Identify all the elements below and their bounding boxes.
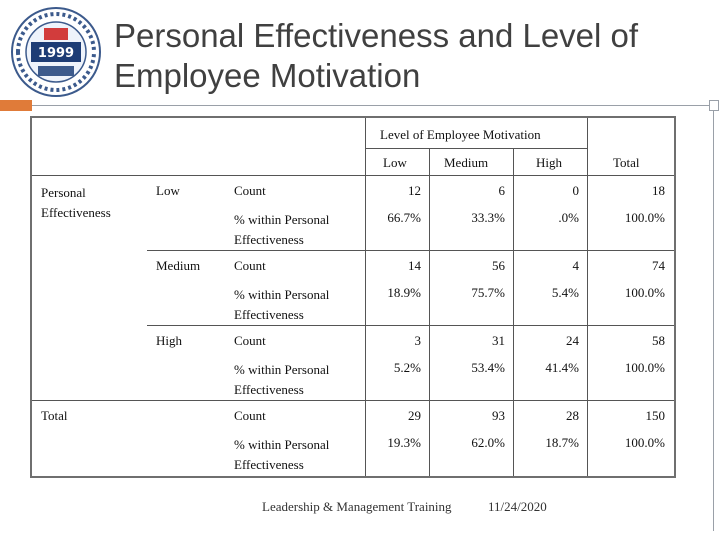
table-vline [587,118,588,476]
side-divider [713,111,714,531]
footer-training: Leadership & Management Training [262,499,452,514]
emblem-icon: 1999 [11,7,101,97]
cell-value: 150 [645,408,666,423]
cell-value: 4 [572,258,580,273]
slide-title: Personal Effectiveness and Level of Empl… [114,17,639,94]
table-hline [147,250,674,251]
table-hline [32,175,674,176]
header-divider [32,105,712,106]
cell-value: 75.7% [471,285,505,300]
cell-value: 28 [566,408,579,423]
cell-value: 100.0% [624,360,665,375]
table-vline [513,148,514,476]
cell-value: 18 [652,183,665,198]
cell-value: 3 [414,333,422,348]
cell-value: .0% [558,210,579,225]
cell-value: 66.7% [387,210,421,225]
row-group-label: High [156,333,182,348]
cell-value: 53.4% [471,360,505,375]
col-header-medium: Medium [444,155,489,170]
pct-label: % within Personal Effectiveness [234,437,330,472]
table-hline [32,400,674,401]
svg-text:1999: 1999 [38,46,74,61]
group-header: Level of Employee Motivation [380,127,541,142]
count-label: Count [234,333,266,348]
row-group-label: Medium [156,258,201,273]
cell-value: 24 [566,333,579,348]
col-header-high: High [536,155,562,170]
cell-value: 100.0% [624,210,665,225]
col-header-low: Low [383,155,407,170]
cell-value: 33.3% [471,210,505,225]
total-label: Total [41,408,68,423]
table-vline [365,118,366,476]
table-vline [429,148,430,476]
count-label: Count [234,408,266,423]
table-hline [365,148,587,149]
cell-value: 58 [652,333,665,348]
cell-value: 100.0% [624,435,665,450]
cell-value: 74 [652,258,665,273]
pct-label: % within Personal Effectiveness [234,212,330,247]
pct-label: % within Personal Effectiveness [234,362,330,397]
institution-logo: 1999 [4,6,108,98]
footer-date: 11/24/2020 [488,499,547,514]
cell-value: 19.3% [387,435,421,450]
cell-value: 93 [492,408,505,423]
corner-square [709,100,719,111]
cell-value: 100.0% [624,285,665,300]
row-variable-label: Personal Effectiveness [41,185,111,220]
cell-value: 29 [408,408,421,423]
cell-value: 41.4% [545,360,579,375]
cell-value: 18.9% [387,285,421,300]
cell-value: 14 [408,258,421,273]
cell-value: 31 [492,333,505,348]
cell-value: 0 [572,183,580,198]
crosstab-table: Level of Employee Motivation Low Medium … [30,116,676,478]
col-header-total: Total [613,155,640,170]
cell-value: 5.2% [393,360,421,375]
cell-value: 62.0% [471,435,505,450]
count-label: Count [234,183,266,198]
cell-value: 18.7% [545,435,579,450]
cell-value: 6 [498,183,506,198]
cell-value: 12 [408,183,421,198]
row-group-label: Low [156,183,180,198]
table-hline [147,325,674,326]
accent-bar [0,100,32,111]
cell-value: 56 [492,258,505,273]
cell-value: 5.4% [551,285,579,300]
pct-label: % within Personal Effectiveness [234,287,330,322]
count-label: Count [234,258,266,273]
